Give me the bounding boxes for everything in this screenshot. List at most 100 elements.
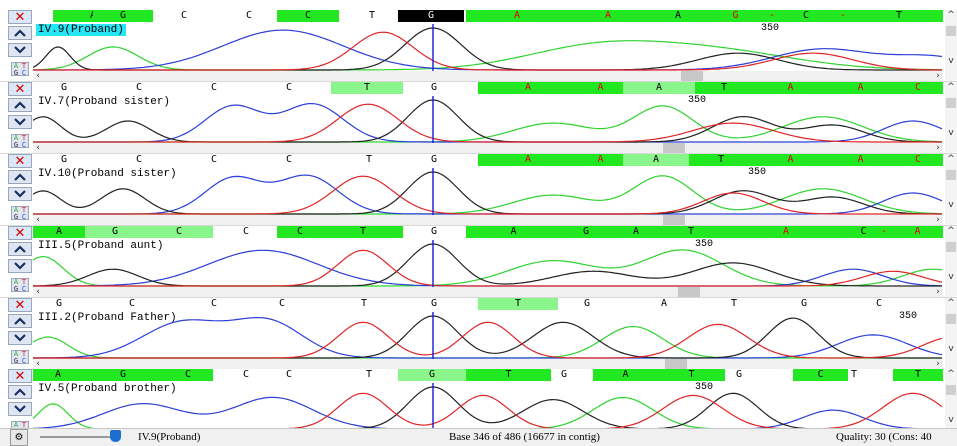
scroll-up-icon[interactable] [8, 170, 32, 184]
base-call[interactable]: C [893, 82, 943, 94]
scrollbar-thumb[interactable] [681, 71, 703, 81]
trace-panel[interactable]: ✕ A T G C G C C C T G A A A T A A C IV.7(Proband sister) 35… [0, 82, 957, 154]
base-call[interactable]: C [135, 154, 143, 165]
scroll-down-icon[interactable] [8, 331, 32, 345]
base-call[interactable]: C [781, 10, 831, 22]
base-call[interactable]: A [33, 226, 85, 238]
scroll-right-icon[interactable]: › [936, 215, 940, 225]
scroll-right-icon[interactable]: › [936, 359, 940, 369]
scroll-right-icon[interactable]: › [936, 287, 940, 297]
close-icon[interactable]: ✕ [8, 369, 32, 383]
base-call[interactable]: A [648, 10, 708, 22]
scroll-right-icon[interactable]: › [936, 71, 940, 81]
base-call[interactable]: C [180, 10, 188, 21]
scrollbar-thumb[interactable] [946, 26, 956, 36]
base-call[interactable]: T [323, 226, 403, 238]
base-call[interactable]: G [430, 82, 438, 93]
scroll-up-icon[interactable] [8, 314, 32, 328]
base-call[interactable]: G [735, 369, 743, 380]
base-call[interactable]: G [430, 154, 438, 165]
base-call[interactable]: C [285, 82, 293, 93]
scroll-down-icon[interactable] [8, 43, 32, 57]
base-call[interactable]: C [242, 369, 250, 380]
base-call[interactable]: A [478, 154, 578, 166]
scroll-down-arrow-icon[interactable]: v [948, 200, 954, 210]
base-call[interactable]: T [730, 298, 738, 309]
close-icon[interactable]: ✕ [8, 82, 32, 96]
base-call[interactable]: T [365, 369, 373, 380]
base-call[interactable]: G [85, 226, 145, 238]
trace-panel[interactable]: ✕ATGCAGCCCTGAAAG-C-TIV.9(Proband)350‹›^v [0, 10, 957, 82]
base-call[interactable]: A [753, 154, 828, 166]
base-call[interactable]: C [210, 82, 218, 93]
status-icon[interactable]: ⚙ [10, 429, 28, 446]
base-call[interactable]: A [660, 298, 668, 309]
base-call[interactable]: G [800, 298, 808, 309]
scroll-up-arrow-icon[interactable]: ^ [947, 226, 955, 236]
base-call[interactable]: T [855, 10, 943, 22]
base-call[interactable]: T [368, 10, 376, 21]
base-call[interactable]: T [478, 298, 558, 310]
base-call[interactable]: G [60, 154, 68, 165]
base-call[interactable]: C [145, 226, 213, 238]
scroll-right-icon[interactable]: › [936, 143, 940, 153]
base-call[interactable]: C [285, 369, 293, 380]
scroll-left-icon[interactable]: ‹ [36, 359, 40, 369]
base-call[interactable]: T [661, 226, 721, 238]
base-call[interactable]: C [210, 154, 218, 165]
base-call[interactable]: G [430, 226, 438, 237]
base-call[interactable]: T [365, 154, 373, 165]
scroll-up-icon[interactable] [8, 26, 32, 40]
base-call[interactable]: - [876, 226, 892, 238]
scrollbar-thumb[interactable] [946, 170, 956, 180]
vertical-scrollbar[interactable]: ^ v [945, 298, 957, 369]
base-call[interactable]: A [721, 226, 851, 238]
base-call[interactable]: A [578, 82, 623, 94]
close-icon[interactable]: ✕ [8, 298, 32, 312]
scroll-up-icon[interactable] [8, 98, 32, 112]
base-call[interactable]: A [466, 226, 561, 238]
base-call[interactable]: C [135, 82, 143, 93]
horizontal-scrollbar[interactable]: ‹› [33, 143, 943, 153]
horizontal-scrollbar[interactable]: ‹› [33, 287, 943, 297]
base-call[interactable]: A [611, 226, 661, 238]
scroll-left-icon[interactable]: ‹ [36, 143, 40, 153]
base-call[interactable]: A [753, 82, 828, 94]
base-call[interactable]: T [466, 369, 551, 381]
base-call[interactable]: C [210, 298, 218, 309]
scrollbar-thumb[interactable] [946, 98, 956, 108]
base-call[interactable]: G [60, 82, 68, 93]
base-call[interactable]: T [331, 82, 403, 94]
scroll-up-arrow-icon[interactable]: ^ [947, 82, 955, 92]
base-call[interactable]: A [892, 226, 943, 238]
zoom-slider[interactable] [40, 430, 121, 442]
scroll-up-icon[interactable] [8, 385, 32, 399]
base-call[interactable]: T [360, 298, 368, 309]
base-call[interactable]: C [893, 154, 943, 166]
base-call[interactable]: G [583, 298, 591, 309]
base-call[interactable]: G [708, 10, 763, 22]
scroll-up-arrow-icon[interactable]: ^ [947, 154, 955, 164]
base-call[interactable]: C [277, 226, 323, 238]
base-call[interactable]: G [398, 10, 464, 22]
horizontal-scrollbar[interactable]: ‹› [33, 215, 943, 225]
trace-panel[interactable]: ✕ A T G C A G C C C T G A G A T A C - A III.5(Proband aunt) 3… [0, 226, 957, 298]
base-call[interactable]: A [623, 154, 689, 166]
scroll-left-icon[interactable]: ‹ [36, 287, 40, 297]
scrollbar-thumb[interactable] [946, 385, 956, 395]
trace-panel[interactable]: ✕ A T G C G C C C T G T G A T G C III.2(Proband Father) 35… [0, 298, 957, 370]
base-call[interactable]: C [875, 298, 883, 309]
base-call[interactable]: C [277, 10, 339, 22]
scroll-up-arrow-icon[interactable]: ^ [947, 298, 955, 308]
base-call[interactable]: G [430, 298, 438, 309]
scrollbar-thumb[interactable] [663, 143, 685, 153]
base-call[interactable]: C [242, 226, 250, 237]
vertical-scrollbar[interactable]: ^ v [945, 369, 957, 440]
zoom-slider-handle[interactable] [110, 430, 121, 442]
base-call[interactable]: C [851, 226, 876, 238]
base-call[interactable]: A [828, 82, 893, 94]
scroll-up-arrow-icon[interactable]: ^ [947, 10, 955, 20]
